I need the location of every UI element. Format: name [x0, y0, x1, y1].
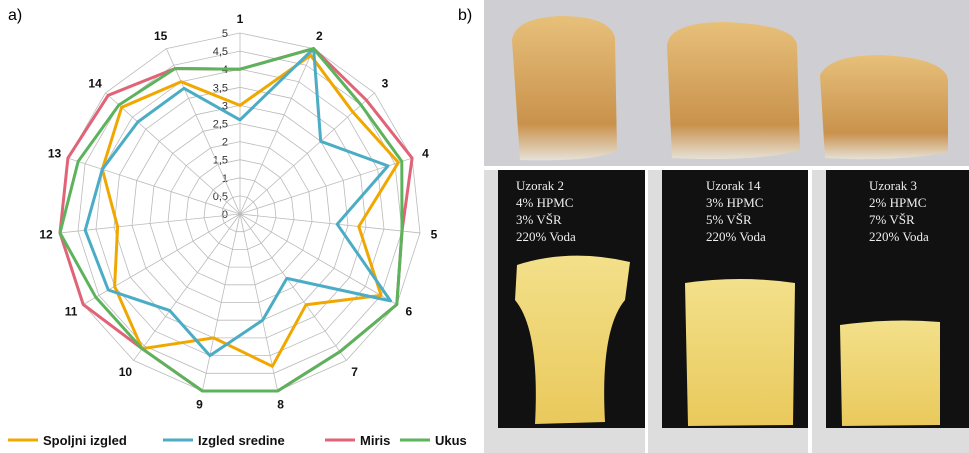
r-tick-label: 2,5 — [213, 119, 228, 131]
axis-label: 6 — [406, 305, 413, 319]
grid-ring — [185, 159, 295, 268]
r-tick-label: 1,5 — [213, 155, 228, 167]
spoke — [105, 92, 241, 215]
series-line — [100, 53, 400, 368]
axis-label: 2 — [316, 29, 323, 43]
r-tick-label: 1 — [222, 173, 228, 185]
axis-label: 8 — [277, 398, 284, 412]
axis-label: 9 — [196, 398, 203, 412]
spoke — [201, 213, 241, 392]
sample-text: Uzorak 3 — [869, 178, 917, 193]
spoke — [239, 48, 314, 215]
sample-text: 3% VŠR — [516, 212, 562, 227]
r-tick-label: 3,5 — [213, 82, 228, 94]
legend-label: Izgled sredine — [198, 433, 285, 448]
r-tick-label: 0 — [222, 209, 228, 221]
axis-label: 3 — [382, 77, 389, 91]
axis-label: 13 — [48, 147, 62, 161]
r-tick-label: 3 — [222, 100, 228, 112]
spoke — [166, 48, 241, 215]
series-line — [83, 47, 392, 358]
photo-top — [484, 0, 969, 166]
grid-ring — [167, 141, 313, 286]
r-tick-label: 4,5 — [213, 46, 228, 58]
spoke — [83, 213, 241, 305]
grid-ring — [131, 104, 349, 321]
sample-text: 220% Voda — [869, 229, 929, 244]
photo-slices — [484, 170, 969, 453]
sample-text: 4% HPMC — [516, 195, 573, 210]
sample-text: 7% VŠR — [869, 212, 915, 227]
legend-label: Miris — [360, 433, 390, 448]
axis-label: 10 — [119, 365, 133, 379]
grid-ring — [221, 195, 259, 233]
axis-label: 4 — [422, 147, 429, 161]
sample-text: 220% Voda — [516, 229, 576, 244]
sample-text: 2% HPMC — [869, 195, 926, 210]
sample-text: 5% VŠR — [706, 212, 752, 227]
spoke — [239, 213, 279, 392]
panel-label: b) — [458, 7, 472, 24]
spoke — [239, 213, 421, 234]
grid-ring — [149, 123, 331, 303]
spoke — [133, 213, 241, 361]
axis-label: 14 — [88, 77, 102, 91]
sample-text: 220% Voda — [706, 229, 766, 244]
legend-label: Spoljni izgled — [43, 433, 127, 448]
axis-label: 5 — [431, 227, 438, 241]
series-line — [58, 47, 404, 393]
r-tick-label: 2 — [222, 137, 228, 149]
panel-label: a) — [8, 7, 22, 24]
grid-ring — [95, 68, 385, 357]
spoke — [239, 213, 397, 305]
spoke — [239, 157, 413, 215]
sample-text: Uzorak 2 — [516, 178, 564, 193]
spoke — [239, 213, 347, 361]
axis-label: 11 — [65, 305, 78, 319]
grid-ring — [203, 177, 277, 250]
sample-text: 3% HPMC — [706, 195, 763, 210]
grid-ring — [77, 50, 403, 374]
spoke — [59, 213, 241, 234]
spoke — [67, 157, 241, 215]
axis-label: 7 — [351, 365, 358, 379]
axis-label: 12 — [39, 227, 53, 241]
axis-label: 15 — [154, 29, 168, 43]
axis-label: 1 — [237, 12, 244, 26]
sample-text: Uzorak 14 — [706, 178, 761, 193]
r-tick-label: 5 — [222, 28, 228, 40]
legend-label: Ukus — [435, 433, 467, 448]
